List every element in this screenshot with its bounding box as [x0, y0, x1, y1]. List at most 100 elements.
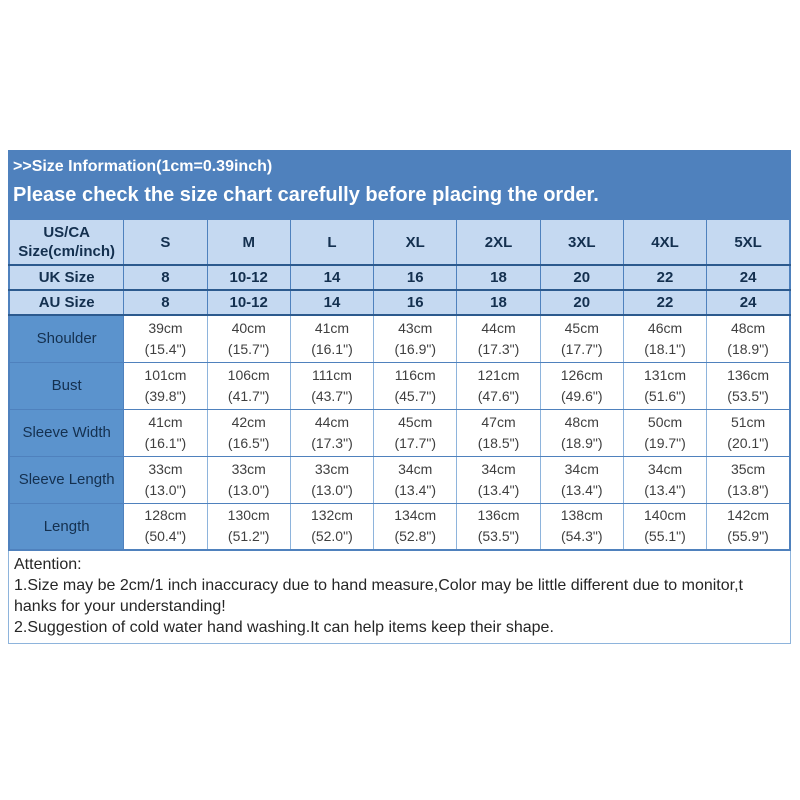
- measurement-inch-value: (53.5"): [477, 528, 520, 545]
- measurement-value-cell: 121cm (47.6"): [456, 361, 541, 410]
- attention-line: hanks for your understanding!: [14, 598, 226, 615]
- measurement-row: Sleeve Length 33cm (13.0") 33cm (13.0") 33cm (…: [8, 455, 791, 504]
- measurement-cm-value: 128cm: [144, 507, 187, 524]
- measurement-inch-value: (13.0"): [227, 481, 270, 498]
- table-header-row: US/CA Size(cm/inch) S M L XL 2XL 3XL 4XL 5XL: [8, 218, 791, 266]
- conversion-value-cell: 8: [123, 289, 208, 316]
- measurement-inch-value: (13.4"): [560, 481, 603, 498]
- measurement-row-label: Sleeve Width: [8, 408, 125, 457]
- measurement-value-cell: 45cm (17.7"): [539, 314, 624, 363]
- measurement-inch-value: (19.7"): [644, 434, 686, 451]
- measurement-value-cell: 130cm (51.2"): [206, 502, 291, 551]
- measurement-value-cell: 44cm (17.3"): [456, 314, 541, 363]
- measurement-cm-value: 41cm: [314, 319, 350, 336]
- measurement-cm-value: 51cm: [730, 413, 766, 430]
- measurement-value-cell: 46cm (18.1"): [622, 314, 708, 363]
- measurement-inch-value: (52.0"): [311, 528, 353, 545]
- size-column-header: L: [289, 218, 375, 266]
- size-chart-content: >>Size Information(1cm=0.39inch) Please …: [8, 150, 791, 644]
- measurement-value-cell: 34cm (13.4"): [456, 455, 541, 504]
- measurement-cm-value: 42cm: [231, 413, 266, 430]
- measurement-value-cell: 132cm (52.0"): [289, 502, 375, 551]
- measurement-value-cell: 33cm (13.0"): [289, 455, 375, 504]
- measurement-inch-value: (51.6"): [644, 387, 686, 404]
- measurement-inch-value: (45.7"): [394, 387, 436, 404]
- conversion-value-cell: 16: [373, 264, 458, 291]
- measurement-row: Length 128cm (50.4") 130cm (51.2") 132cm (52.0…: [8, 502, 791, 551]
- size-info-header-band: >>Size Information(1cm=0.39inch) Please …: [8, 150, 791, 218]
- measurement-inch-value: (49.6"): [560, 387, 603, 404]
- size-table: US/CA Size(cm/inch) S M L XL 2XL 3XL 4XL 5XL UK Si…: [8, 218, 791, 551]
- header-label-line1: US/CA: [43, 224, 90, 241]
- conversion-value-cell: 14: [289, 264, 375, 291]
- conversion-value-cell: 18: [456, 289, 541, 316]
- measurement-cm-value: 33cm: [314, 460, 350, 477]
- measurement-inch-value: (16.1"): [144, 434, 187, 451]
- measurement-inch-value: (18.9"): [727, 340, 769, 357]
- measurement-inch-value: (16.1"): [311, 340, 353, 357]
- measurement-inch-value: (43.7"): [311, 387, 353, 404]
- measurement-cm-value: 45cm: [398, 413, 433, 430]
- conversion-row-label: AU Size: [8, 289, 125, 316]
- measurement-inch-value: (16.9"): [394, 340, 436, 357]
- conversion-value-cell: 22: [622, 264, 708, 291]
- measurement-value-cell: 101cm (39.8"): [123, 361, 208, 410]
- conversion-value-cell: 22: [622, 289, 708, 316]
- measurement-cm-value: 33cm: [231, 460, 266, 477]
- attention-line: Attention:: [14, 556, 82, 573]
- conversion-value-cell: 16: [373, 289, 458, 316]
- size-column-header: 2XL: [456, 218, 541, 266]
- measurement-row-label: Length: [8, 502, 125, 551]
- size-column-header: 4XL: [622, 218, 708, 266]
- measurement-value-cell: 48cm (18.9"): [706, 314, 791, 363]
- measurement-inch-value: (13.4"): [394, 481, 436, 498]
- measurement-inch-value: (20.1"): [727, 434, 769, 451]
- measurement-cm-value: 50cm: [647, 413, 683, 430]
- measurement-row-label: Sleeve Length: [8, 455, 125, 504]
- measurement-row-label: Shoulder: [8, 314, 125, 363]
- measurement-value-cell: 34cm (13.4"): [373, 455, 458, 504]
- measurement-cm-value: 34cm: [398, 460, 433, 477]
- measurement-value-cell: 40cm (15.7"): [206, 314, 291, 363]
- measurement-cm-value: 134cm: [394, 507, 437, 524]
- measurement-cm-value: 39cm: [148, 319, 183, 336]
- measurement-cm-value: 132cm: [310, 507, 353, 524]
- measurement-inch-value: (17.7"): [560, 340, 603, 357]
- measurement-inch-value: (52.8"): [394, 528, 436, 545]
- measurement-inch-value: (17.7"): [394, 434, 436, 451]
- measurement-inch-value: (13.4"): [644, 481, 686, 498]
- measurement-cm-value: 142cm: [727, 507, 770, 524]
- measurement-value-cell: 35cm (13.8"): [706, 455, 791, 504]
- measurement-cm-value: 45cm: [564, 319, 599, 336]
- measurement-cm-value: 131cm: [644, 366, 687, 383]
- measurement-value-cell: 33cm (13.0"): [123, 455, 208, 504]
- measurement-value-cell: 50cm (19.7"): [622, 408, 708, 457]
- measurement-inch-value: (39.8"): [144, 387, 187, 404]
- measurement-inch-value: (17.3"): [311, 434, 353, 451]
- measurement-value-cell: 33cm (13.0"): [206, 455, 291, 504]
- measurement-value-cell: 41cm (16.1"): [289, 314, 375, 363]
- measurement-value-cell: 39cm (15.4"): [123, 314, 208, 363]
- measurement-inch-value: (18.1"): [644, 340, 686, 357]
- measurement-inch-value: (51.2"): [227, 528, 270, 545]
- measurement-cm-value: 34cm: [647, 460, 683, 477]
- measurement-row: Shoulder 39cm (15.4") 40cm (15.7") 41cm (16.1"…: [8, 314, 791, 363]
- measurement-inch-value: (13.0"): [311, 481, 353, 498]
- measurement-inch-value: (13.4"): [477, 481, 520, 498]
- size-column-header: 3XL: [539, 218, 624, 266]
- measurement-value-cell: 48cm (18.9"): [539, 408, 624, 457]
- measurement-cm-value: 140cm: [644, 507, 687, 524]
- measurement-inch-value: (13.0"): [144, 481, 187, 498]
- measurement-cm-value: 44cm: [314, 413, 350, 430]
- measurement-cm-value: 116cm: [394, 366, 436, 383]
- measurement-value-cell: 138cm (54.3"): [539, 502, 624, 551]
- size-info-subtitle: Please check the size chart carefully be…: [13, 184, 599, 206]
- table-header-label-cell: US/CA Size(cm/inch): [8, 218, 125, 266]
- measurement-inch-value: (13.8"): [727, 481, 769, 498]
- size-column-header: M: [206, 218, 291, 266]
- conversion-value-cell: 24: [706, 289, 791, 316]
- conversion-value-cell: 10-12: [206, 264, 291, 291]
- size-info-title: >>Size Information(1cm=0.39inch): [13, 158, 273, 175]
- measurement-value-cell: 111cm (43.7"): [289, 361, 375, 410]
